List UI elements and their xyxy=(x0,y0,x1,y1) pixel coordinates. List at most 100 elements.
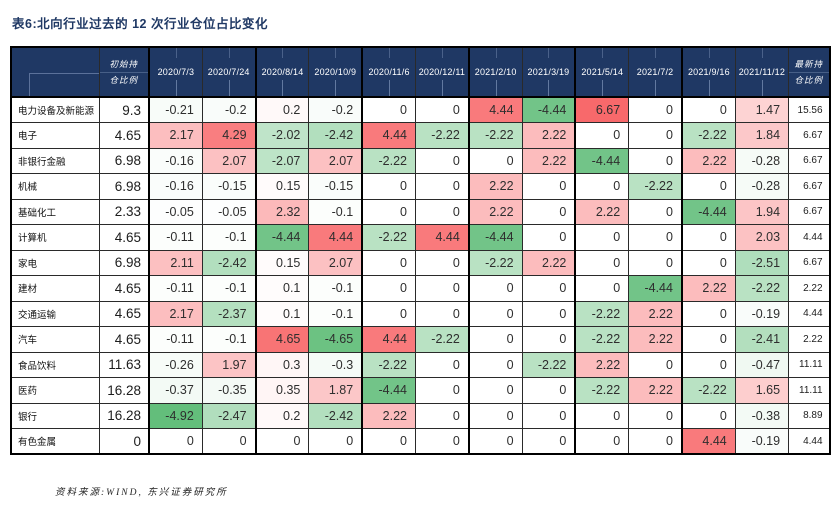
change-value: -0.1 xyxy=(201,275,257,302)
change-value: 6.67 xyxy=(574,96,630,123)
initial-ratio-value: 11.63 xyxy=(98,351,150,378)
date-header: 2020/8/14 xyxy=(254,46,310,98)
change-value: 0 xyxy=(467,300,523,327)
industry-label: 建材 xyxy=(10,275,100,302)
date-header: 2020/12/11 xyxy=(414,46,470,98)
change-value: -2.37 xyxy=(201,300,257,327)
change-value: 0 xyxy=(308,428,363,455)
change-value: 0 xyxy=(467,275,523,302)
change-value: 0 xyxy=(628,96,683,123)
change-value: -2.22 xyxy=(734,275,790,302)
change-value: 1.65 xyxy=(734,377,790,404)
change-value: 0 xyxy=(680,96,736,123)
table-row: 医药 16.28 -0.37 -0.35 0.35 1.87 -4.44 0 0 0 -2.22 2.… xyxy=(10,377,831,404)
initial-ratio-value: 2.33 xyxy=(98,198,150,225)
date-header: 2020/10/9 xyxy=(308,46,363,98)
initial-ratio-value: 16.28 xyxy=(98,377,150,404)
initial-ratio-value: 9.3 xyxy=(98,96,150,123)
change-value: -0.38 xyxy=(734,402,790,429)
change-value: 0 xyxy=(680,249,736,276)
latest-ratio-value: 2.22 xyxy=(788,275,831,302)
industry-label: 汽车 xyxy=(10,326,100,353)
change-value: -2.42 xyxy=(308,402,363,429)
change-value: 2.22 xyxy=(574,351,630,378)
table-body: 电力设备及新能源 9.3 -0.21 -0.2 0.2 -0.2 0 0 4.44 -4.44 6.… xyxy=(10,96,831,455)
change-value: 2.17 xyxy=(147,300,203,327)
change-value: 0.15 xyxy=(254,249,310,276)
change-value: -2.51 xyxy=(734,249,790,276)
change-value: 0 xyxy=(680,402,736,429)
change-value: -2.22 xyxy=(574,300,630,327)
change-value: -0.1 xyxy=(201,326,257,353)
header-row: 初始持 仓比例 2020/7/3 2020/7/24 2020/8/14 2020/10/… xyxy=(10,46,831,98)
change-value: -2.22 xyxy=(574,377,630,404)
change-value: -0.21 xyxy=(147,96,203,123)
change-value: 2.07 xyxy=(308,249,363,276)
change-value: 4.44 xyxy=(308,224,363,251)
change-value: 0 xyxy=(680,300,736,327)
change-value: 0 xyxy=(521,377,576,404)
industry-label: 交通运输 xyxy=(10,300,100,327)
change-value: 0.2 xyxy=(254,96,310,123)
change-value: -0.16 xyxy=(147,147,203,174)
change-value: -0.1 xyxy=(308,275,363,302)
change-value: 0.1 xyxy=(254,275,310,302)
change-value: -2.47 xyxy=(201,402,257,429)
change-value: 2.22 xyxy=(680,275,736,302)
change-value: -2.22 xyxy=(414,326,470,353)
table-header: 初始持 仓比例 2020/7/3 2020/7/24 2020/8/14 2020/10/… xyxy=(10,46,831,98)
table-title: 表6:北向行业过去的 12 次行业仓位占比变化 xyxy=(12,17,268,31)
industry-label: 机械 xyxy=(10,173,100,200)
table-row: 机械 6.98 -0.16 -0.15 0.15 -0.15 0 0 2.22 0 0 -2.22 0-… xyxy=(10,173,831,200)
change-value: 0 xyxy=(680,224,736,251)
latest-ratio-value: 2.22 xyxy=(788,326,831,353)
industry-label: 食品饮料 xyxy=(10,351,100,378)
change-value: 4.44 xyxy=(414,224,470,251)
industry-label: 银行 xyxy=(10,402,100,429)
change-value: -2.22 xyxy=(361,147,416,174)
latest-ratio-value: 6.67 xyxy=(788,147,831,174)
change-value: -0.1 xyxy=(308,300,363,327)
change-value: -2.22 xyxy=(467,122,523,149)
change-value: 0 xyxy=(414,249,470,276)
change-value: 1.47 xyxy=(734,96,790,123)
change-value: 0 xyxy=(521,275,576,302)
change-value: 0 xyxy=(521,402,576,429)
change-value: 0 xyxy=(680,173,736,200)
change-value: -2.22 xyxy=(680,122,736,149)
change-value: 0 xyxy=(414,275,470,302)
change-value: 0 xyxy=(628,428,683,455)
initial-header-line1: 初始持 xyxy=(109,58,138,69)
change-value: 0 xyxy=(467,377,523,404)
change-value: 0 xyxy=(574,402,630,429)
change-value: -2.22 xyxy=(680,377,736,404)
change-value: -4.44 xyxy=(467,224,523,251)
change-value: 0 xyxy=(414,173,470,200)
date-header: 2020/11/6 xyxy=(361,46,416,98)
initial-ratio-value: 4.65 xyxy=(98,122,150,149)
change-value: 2.22 xyxy=(521,122,576,149)
change-value: -0.26 xyxy=(147,351,203,378)
table-row: 汽车 4.65 -0.11 -0.1 4.65 -4.65 4.44 -2.22 0 0 -2.22… xyxy=(10,326,831,353)
change-value: 0 xyxy=(361,173,416,200)
change-value: 0 xyxy=(414,96,470,123)
change-value: -0.1 xyxy=(308,198,363,225)
latest-ratio-value: 4.44 xyxy=(788,224,831,251)
table-row: 基础化工 2.33 -0.05 -0.05 2.32 -0.1 0 0 2.22 0 2.22 0 -4… xyxy=(10,198,831,225)
source-note: 资料来源:WIND, 东兴证券研究所 xyxy=(55,488,228,498)
initial-ratio-value: 4.65 xyxy=(98,275,150,302)
date-header: 2021/5/14 xyxy=(574,46,630,98)
latest-ratio-value: 11.11 xyxy=(788,351,831,378)
industry-label: 家电 xyxy=(10,249,100,276)
change-value: 2.22 xyxy=(521,249,576,276)
change-value: 0 xyxy=(361,198,416,225)
change-value: 0 xyxy=(628,224,683,251)
change-value: 2.22 xyxy=(467,198,523,225)
change-value: 2.22 xyxy=(628,326,683,353)
latest-ratio-value: 6.67 xyxy=(788,173,831,200)
latest-ratio-value: 4.44 xyxy=(788,300,831,327)
change-value: -4.44 xyxy=(628,275,683,302)
initial-ratio-value: 6.98 xyxy=(98,249,150,276)
change-value: -0.15 xyxy=(308,173,363,200)
latest-ratio-value: 6.67 xyxy=(788,122,831,149)
